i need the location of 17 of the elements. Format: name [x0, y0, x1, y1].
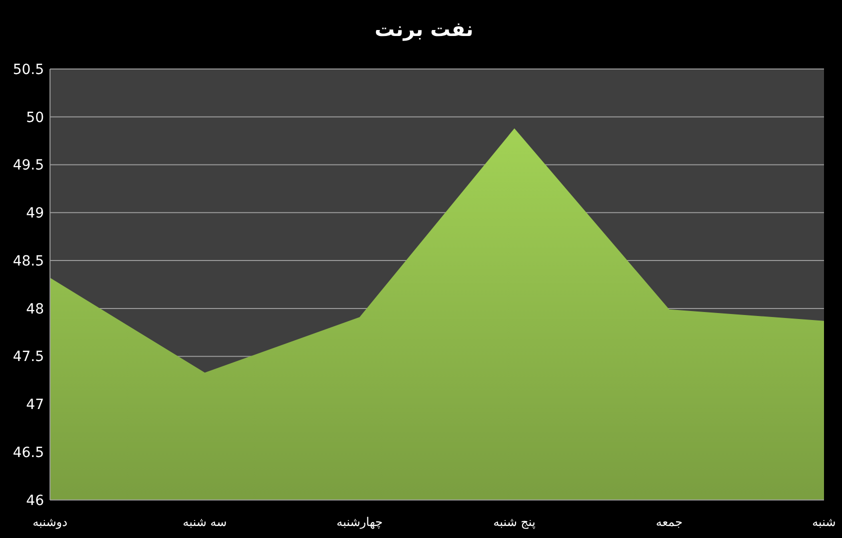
y-tick-label: 47: [26, 397, 44, 414]
y-tick-label: 48.5: [12, 253, 44, 270]
x-tick-label: سه شنبه: [182, 515, 227, 529]
y-tick-label: 49.5: [12, 158, 44, 174]
x-tick-label: دوشنبه: [32, 515, 68, 529]
chart-title: نفت برنت: [374, 17, 474, 41]
y-tick-label: 50.5: [12, 62, 44, 78]
y-tick-label: 48: [26, 301, 44, 318]
y-tick-label: 46: [26, 492, 44, 509]
y-tick-label: 46.5: [12, 445, 44, 462]
y-tick-label: 49: [26, 206, 44, 222]
x-tick-label: چهارشنبه: [336, 515, 383, 529]
x-tick-label: شنبه: [812, 515, 836, 529]
x-tick-label: پنج شنبه: [493, 515, 536, 529]
y-tick-label: 50: [26, 110, 44, 126]
y-tick-label: 47.5: [12, 349, 44, 366]
x-tick-label: جمعه: [656, 515, 682, 529]
